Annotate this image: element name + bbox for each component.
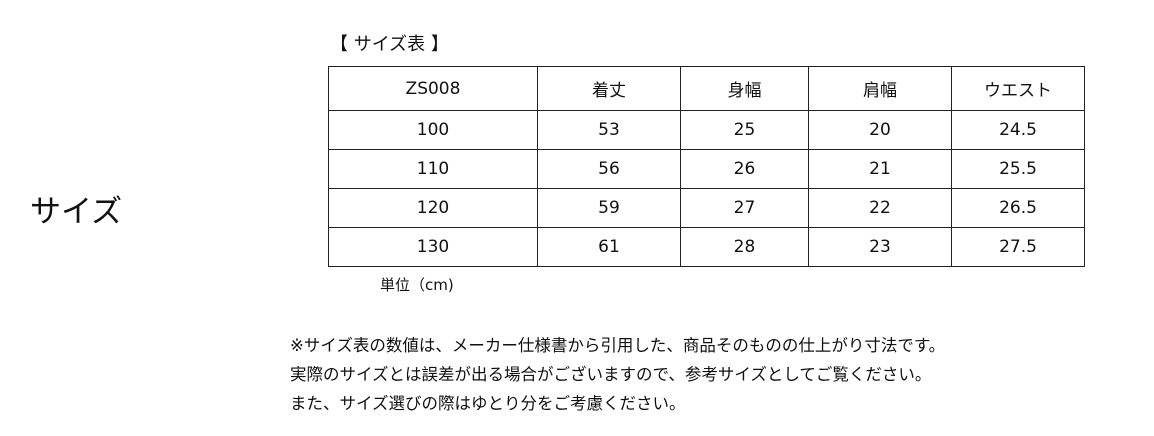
table-row: 110 56 26 21 25.5 — [328, 149, 1085, 189]
note-line: ※サイズ表の数値は、メーカー仕様書から引用した、商品そのものの仕上がり寸法です。 — [290, 336, 946, 355]
table-cell: 25 — [680, 110, 809, 150]
table-cell: 23 — [808, 227, 952, 267]
note-line: また、サイズ選びの際はゆとり分をご考慮ください。 — [290, 394, 686, 413]
size-table: ZS008 着丈 身幅 肩幅 ウエスト 100 53 25 20 24.5 11… — [328, 66, 1085, 267]
header-cell: 肩幅 — [808, 66, 952, 111]
table-cell: 27.5 — [951, 227, 1085, 267]
unit-note: 単位（cm) — [380, 276, 454, 294]
header-cell: ZS008 — [328, 66, 538, 111]
table-cell: 26.5 — [951, 188, 1085, 228]
header-cell: 身幅 — [680, 66, 809, 111]
table-cell: 120 — [328, 188, 538, 228]
notes: ※サイズ表の数値は、メーカー仕様書から引用した、商品そのものの仕上がり寸法です。… — [290, 331, 945, 418]
table-cell: 130 — [328, 227, 538, 267]
table-cell: 21 — [808, 149, 952, 189]
table-cell: 22 — [808, 188, 952, 228]
table-cell: 24.5 — [951, 110, 1085, 150]
table-cell: 110 — [328, 149, 538, 189]
table-title: 【 サイズ表 】 — [330, 34, 449, 55]
table-cell: 100 — [328, 110, 538, 150]
table-row: 120 59 27 22 26.5 — [328, 188, 1085, 228]
table-cell: 25.5 — [951, 149, 1085, 189]
table-cell: 53 — [537, 110, 681, 150]
header-cell: 着丈 — [537, 66, 681, 111]
table-cell: 56 — [537, 149, 681, 189]
note-line: 実際のサイズとは誤差が出る場合がございますので、参考サイズとしてご覧ください。 — [290, 365, 932, 384]
table-row: 100 53 25 20 24.5 — [328, 110, 1085, 150]
header-cell: ウエスト — [951, 66, 1085, 111]
table-cell: 20 — [808, 110, 952, 150]
table-cell: 28 — [680, 227, 809, 267]
table-cell: 59 — [537, 188, 681, 228]
table-header-row: ZS008 着丈 身幅 肩幅 ウエスト — [328, 66, 1085, 111]
table-cell: 61 — [537, 227, 681, 267]
table-cell: 27 — [680, 188, 809, 228]
section-label: サイズ — [30, 194, 123, 230]
table-row: 130 61 28 23 27.5 — [328, 227, 1085, 267]
table-cell: 26 — [680, 149, 809, 189]
